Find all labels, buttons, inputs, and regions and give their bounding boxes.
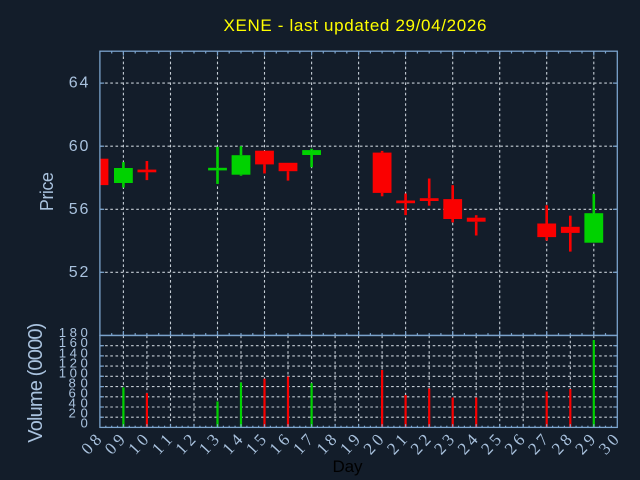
- svg-text:Volume (0000): Volume (0000): [25, 323, 47, 443]
- svg-text:Price: Price: [37, 172, 57, 211]
- svg-text:60: 60: [69, 138, 89, 155]
- svg-text:180: 180: [59, 325, 88, 340]
- svg-text:140: 140: [59, 345, 88, 360]
- svg-text:Day: Day: [333, 457, 364, 476]
- svg-text:64: 64: [69, 75, 89, 92]
- svg-text:52: 52: [69, 264, 89, 281]
- svg-text:XENE - last updated 29/04/2026: XENE - last updated 29/04/2026: [224, 16, 487, 35]
- svg-text:0: 0: [80, 415, 87, 430]
- svg-text:160: 160: [59, 335, 88, 350]
- svg-text:120: 120: [59, 355, 88, 370]
- svg-text:56: 56: [69, 201, 89, 218]
- svg-text:100: 100: [59, 365, 88, 380]
